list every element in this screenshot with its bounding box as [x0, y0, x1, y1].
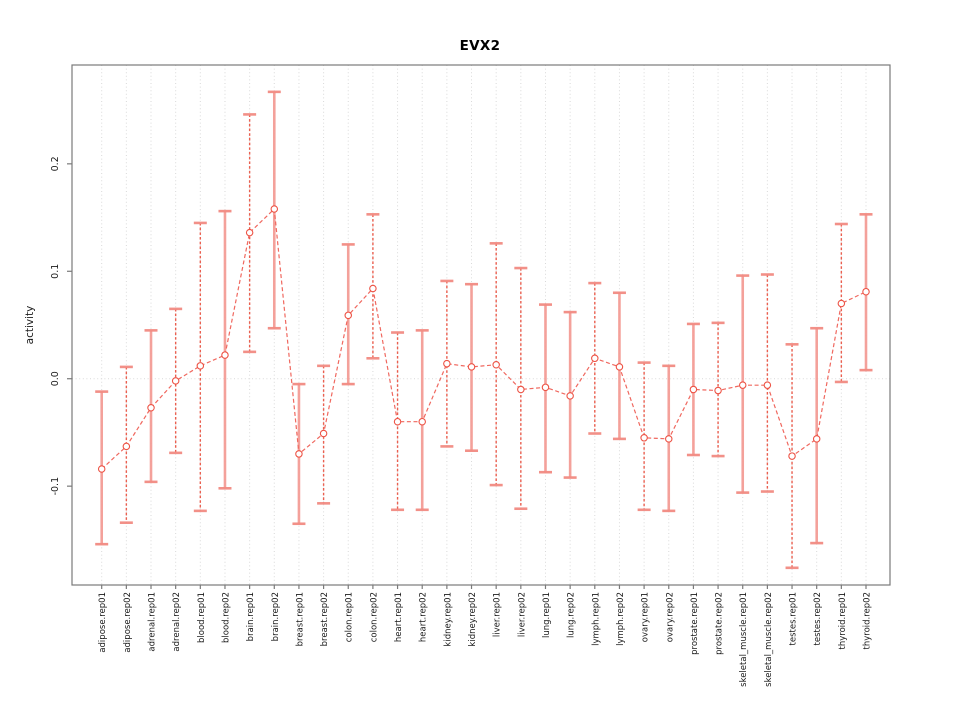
chart-title: EVX2	[459, 38, 501, 54]
x-tick-label: ovary.rep01	[641, 592, 651, 642]
data-point	[196, 362, 205, 370]
x-tick-label: blood.rep01	[197, 592, 207, 643]
x-tick-label: adipose.rep01	[98, 592, 108, 653]
x-tick-label: breast.rep01	[295, 592, 305, 646]
x-tick-label: colon.rep01	[345, 592, 355, 642]
x-tick-label: skeletal_muscle.rep02	[764, 592, 774, 687]
x-tick-label: kidney.rep02	[468, 592, 478, 647]
x-tick-label: liver.rep01	[493, 592, 503, 637]
data-point	[788, 452, 796, 460]
data-point	[591, 354, 599, 363]
data-point	[738, 381, 747, 389]
data-point	[270, 205, 279, 213]
data-point	[344, 311, 352, 320]
y-tick-label: -0.1	[50, 477, 61, 496]
data-point	[443, 359, 451, 368]
x-tick-label: heart.rep02	[419, 592, 429, 642]
gridlines	[72, 65, 890, 585]
x-tick-label: lung.rep01	[542, 592, 552, 638]
data-point	[171, 377, 180, 385]
x-tick-label: prostate.rep02	[715, 592, 725, 655]
x-tick-label: liver.rep02	[517, 592, 527, 637]
data-point	[714, 386, 722, 395]
x-tick-label: lymph.rep02	[616, 592, 626, 646]
x-tick-label: prostate.rep01	[690, 592, 700, 655]
x-tick-label: heart.rep01	[394, 592, 404, 642]
data-point	[763, 381, 772, 389]
data-point	[492, 361, 500, 369]
data-point	[393, 417, 402, 426]
data-point	[615, 363, 624, 371]
data-point	[541, 383, 550, 392]
data-point	[837, 299, 846, 308]
data-point	[221, 351, 229, 359]
data-point	[147, 403, 155, 412]
x-tick-label: lymph.rep01	[591, 592, 601, 646]
series-line	[101, 207, 867, 470]
x-tick-label: ovary.rep02	[665, 592, 675, 642]
data-point	[418, 417, 426, 426]
data-point	[122, 442, 131, 451]
y-tick-label: 0.1	[50, 264, 61, 279]
data-point	[689, 385, 698, 394]
markers	[97, 205, 870, 473]
data-point	[97, 465, 106, 473]
x-tick-label: adrenal.rep02	[172, 592, 182, 652]
y-axis: -0.1 0.0 0.1 0.2	[50, 156, 72, 495]
x-tick-label: testes.rep01	[789, 592, 799, 645]
x-tick-label: adrenal.rep01	[148, 592, 158, 652]
data-point	[812, 435, 821, 443]
x-tick-label: testes.rep02	[813, 592, 823, 645]
x-tick-label: kidney.rep01	[443, 592, 453, 647]
data-point	[245, 228, 254, 237]
data-point	[862, 287, 870, 296]
x-tick-label: colon.rep02	[369, 592, 379, 642]
x-tick-label: blood.rep02	[221, 592, 231, 643]
error-bars	[95, 90, 873, 570]
x-tick-label: breast.rep02	[320, 592, 330, 646]
x-tick-label: thyroid.rep01	[838, 592, 848, 649]
data-point	[665, 435, 673, 443]
x-tick-label: brain.rep02	[271, 592, 281, 641]
data-point	[517, 385, 525, 394]
data-point	[467, 363, 476, 371]
x-tick-label: adipose.rep02	[123, 592, 133, 653]
x-tick-label: thyroid.rep02	[863, 592, 873, 649]
x-tick-label: brain.rep01	[246, 592, 256, 641]
plot-border	[71, 64, 891, 586]
data-point	[640, 434, 648, 442]
x-tick-label: skeletal_muscle.rep01	[739, 592, 749, 687]
data-point	[566, 392, 574, 400]
y-tick-label: 0.2	[50, 156, 61, 171]
data-point	[295, 450, 303, 458]
x-tick-label: lung.rep02	[567, 592, 577, 638]
data-point	[319, 429, 328, 438]
data-point	[369, 284, 377, 293]
x-axis: adipose.rep01 adipose.rep02 adrenal.rep01 a…	[98, 585, 873, 687]
y-tick-label: 0.0	[50, 371, 61, 386]
